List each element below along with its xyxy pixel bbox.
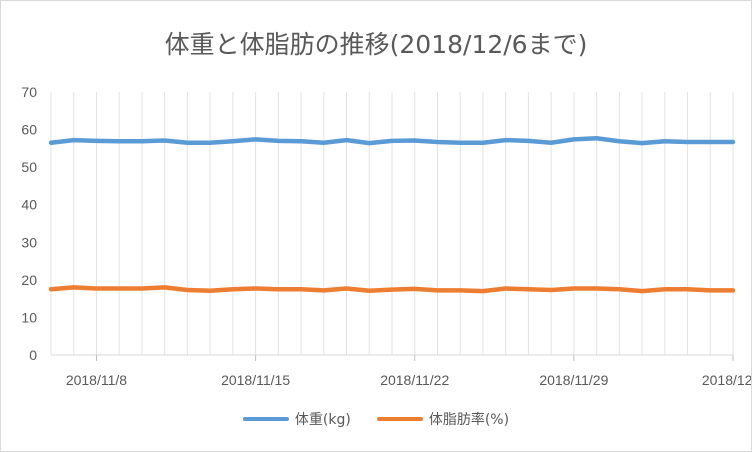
x-tick-label: 2018/11/22 xyxy=(380,372,449,388)
y-tick-label: 0 xyxy=(29,347,37,363)
y-tick-label: 40 xyxy=(21,197,37,213)
x-tick-label: 2018/11/8 xyxy=(66,372,127,388)
legend: 体重(kg) 体脂肪率(%) xyxy=(1,409,751,429)
x-tick-label: 2018/11/29 xyxy=(539,372,608,388)
x-tick-label: 2018/12/6 xyxy=(702,372,751,388)
legend-swatch-weight xyxy=(242,417,289,421)
y-tick-label: 60 xyxy=(21,122,37,138)
y-tick-label: 10 xyxy=(21,309,37,325)
y-tick-label: 20 xyxy=(21,272,37,288)
chart-title: 体重と体脂肪の推移(2018/12/6まで) xyxy=(164,30,588,59)
y-tick-label: 50 xyxy=(21,159,37,175)
y-tick-label: 70 xyxy=(21,84,37,100)
legend-label-weight: 体重(kg) xyxy=(294,412,351,428)
series-line-0 xyxy=(48,135,736,146)
legend-label-bodyfat: 体脂肪率(%) xyxy=(428,412,510,428)
legend-swatch-bodyfat xyxy=(376,417,423,421)
x-tick-label: 2018/11/15 xyxy=(221,372,290,388)
y-tick-label: 30 xyxy=(21,234,37,250)
legend-item-bodyfat: 体脂肪率(%) xyxy=(376,409,510,429)
series-line-1 xyxy=(48,285,736,294)
legend-item-weight: 体重(kg) xyxy=(242,409,351,429)
